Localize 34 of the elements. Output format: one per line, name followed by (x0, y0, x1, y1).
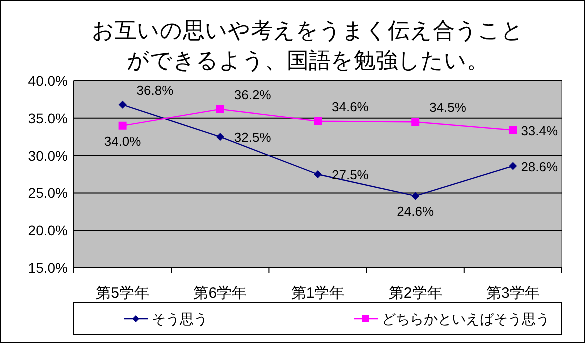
chart-title: お互いの思いや考えをうまく伝え合うことができるよう、国語を勉強したい。 (92, 18, 524, 73)
data-label: 34.5% (430, 100, 467, 116)
data-label: 34.0% (104, 134, 142, 149)
y-tick-label: 35.0% (28, 110, 68, 126)
point (412, 192, 420, 200)
point (509, 162, 518, 170)
legend-label: どちらかといえばそう思う (382, 311, 550, 327)
x-tick-label: 第5学年 (96, 285, 150, 302)
point (509, 126, 518, 134)
point (412, 118, 420, 126)
data-label: 24.6% (397, 204, 434, 220)
point (314, 117, 322, 126)
point (314, 170, 322, 178)
data-label: 34.6% (332, 99, 370, 114)
y-tick-label: 40.0% (28, 73, 68, 89)
data-label: 32.5% (234, 130, 272, 146)
y-tick-label: 20.0% (28, 222, 68, 239)
x-tick-label: 第2学年 (388, 285, 442, 302)
x-tick-label: 第1学年 (291, 285, 345, 302)
data-label: 36.8% (136, 82, 174, 98)
data-label: 33.4% (521, 123, 558, 138)
point (118, 100, 127, 109)
point (216, 133, 224, 142)
x-tick-label: 第6学年 (194, 285, 248, 302)
y-tick-label: 15.0% (28, 260, 68, 276)
data-label: 36.2% (234, 87, 272, 102)
point (216, 105, 224, 114)
x-tick-label: 第3学年 (486, 285, 540, 302)
point (118, 122, 127, 130)
y-tick-label: 25.0% (28, 185, 68, 202)
data-label: 28.6% (521, 159, 558, 174)
data-label: 27.5% (332, 168, 370, 182)
y-tick-label: 30.0% (28, 148, 68, 164)
legend-label: そう思う (152, 311, 208, 327)
